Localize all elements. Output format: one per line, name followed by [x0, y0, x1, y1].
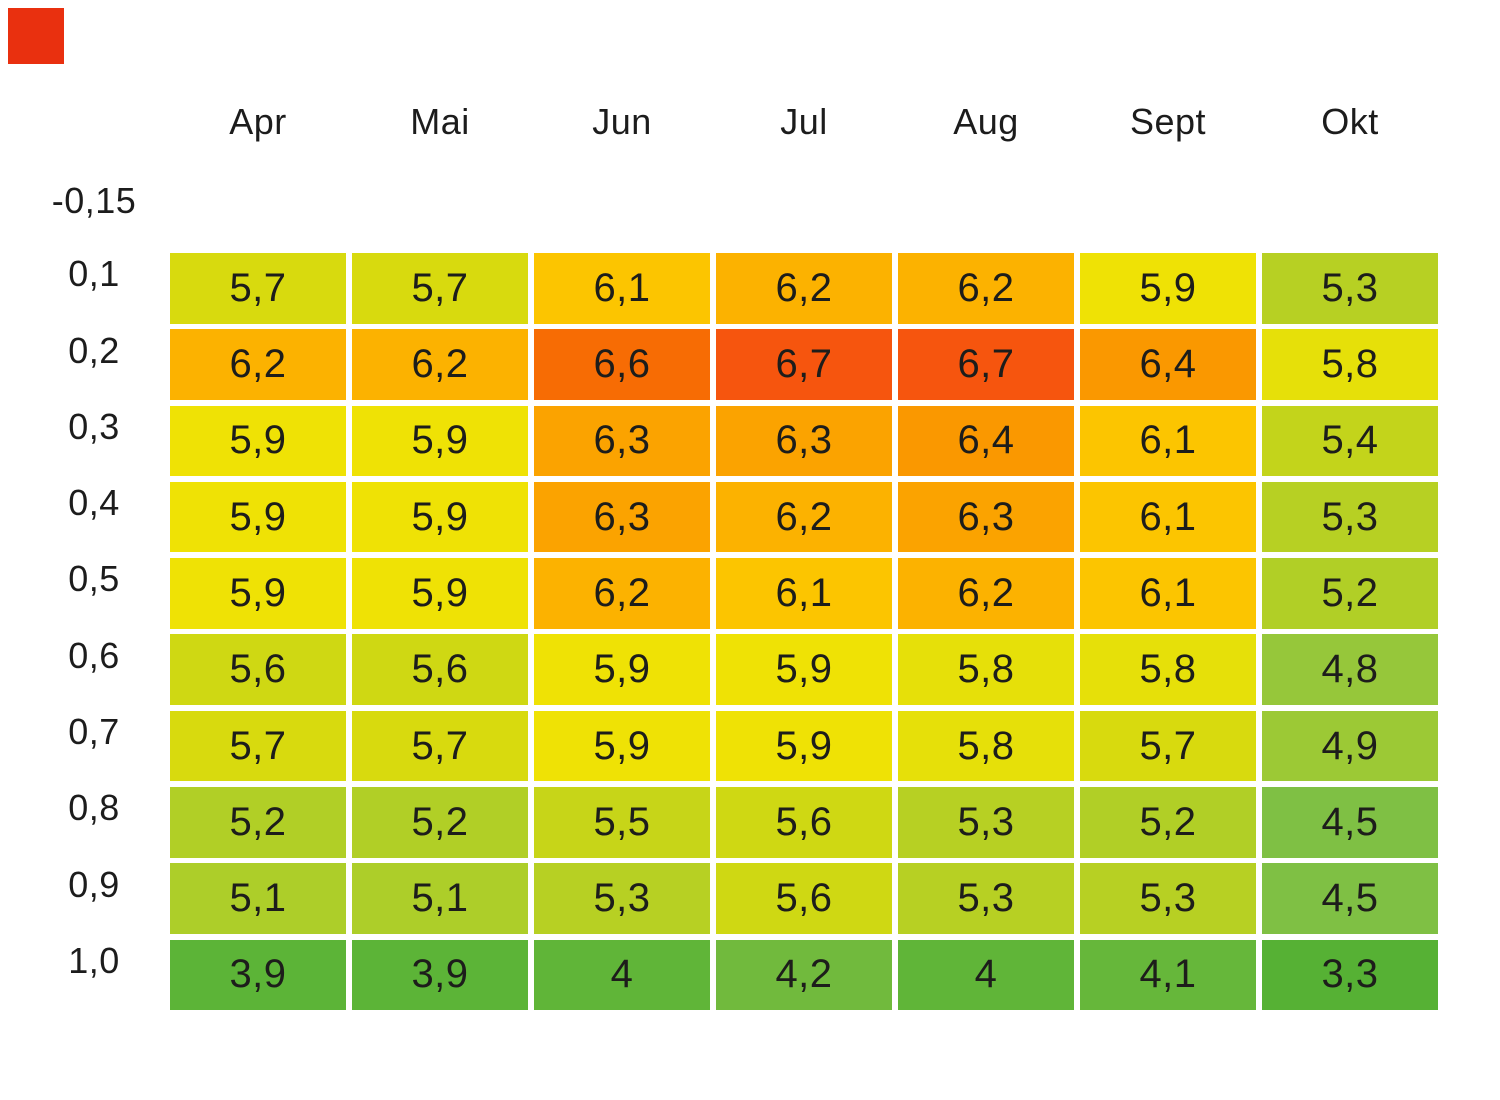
heatmap-cell-mai-0_4: 5,9: [352, 481, 528, 553]
heatmap-cell-sept-0_3: 6,1: [1080, 405, 1256, 477]
heatmap-cell-aug-0_7: 5,8: [898, 710, 1074, 782]
row-label-1_0: 1,0: [68, 939, 120, 981]
heatmap-cell-mai-0_8: 5,2: [352, 787, 528, 858]
heatmap-cell-jul-0_8: 5,6: [716, 787, 892, 858]
heatmap-cell-aug-0_5: 6,2: [898, 558, 1074, 629]
heatmap-cell-jul-0_1: 6,2: [716, 253, 892, 324]
column-header-aug: Aug: [953, 101, 1019, 142]
heatmap-cell-okt-0_1: 5,3: [1262, 253, 1438, 324]
heatmap-cell-okt-1_0: 3,3: [1262, 939, 1438, 1011]
heatmap-cell-aug-1_0: 4: [898, 939, 1074, 1011]
corner-red-mark: [8, 8, 64, 64]
row-label-0_7: 0,7: [68, 711, 120, 753]
heatmap-cell-sept-0_1: 5,9: [1080, 253, 1256, 324]
heatmap-cell-jul-0_5: 6,1: [716, 558, 892, 629]
column-header-jul: Jul: [780, 101, 828, 142]
heatmap-cell-okt-0_7: 4,9: [1262, 710, 1438, 782]
heatmap-cell-aug-0_4: 6,3: [898, 481, 1074, 553]
heatmap-cell-apr-0_4: 5,9: [170, 481, 346, 553]
row-label-0_2: 0,2: [68, 329, 120, 371]
heatmap-cell-aug-0_1: 6,2: [898, 253, 1074, 324]
heatmap-cell-apr-0_6: 5,6: [170, 634, 346, 705]
row-axis-label-top: -0,15: [51, 180, 137, 221]
heatmap-cell-jun-0_5: 6,2: [534, 558, 710, 629]
heatmap-cell-sept-0_8: 5,2: [1080, 787, 1256, 858]
heatmap-cell-jun-0_9: 5,3: [534, 863, 710, 934]
row-label-0_4: 0,4: [68, 482, 120, 524]
column-header-sept: Sept: [1129, 101, 1207, 142]
heatmap-cell-sept-0_5: 6,1: [1080, 558, 1256, 629]
heatmap-cell-okt-0_9: 4,5: [1262, 863, 1438, 934]
row-label-0_5: 0,5: [68, 558, 120, 600]
heatmap-cell-mai-0_5: 5,9: [352, 558, 528, 629]
heatmap-cell-okt-0_5: 5,2: [1262, 558, 1438, 629]
heatmap-cell-jul-0_6: 5,9: [716, 634, 892, 705]
heatmap-cell-apr-0_8: 5,2: [170, 787, 346, 858]
heatmap-cell-aug-0_8: 5,3: [898, 787, 1074, 858]
heatmap-cell-jul-0_3: 6,3: [716, 405, 892, 477]
heatmap-cell-sept-0_7: 5,7: [1080, 710, 1256, 782]
heatmap-cell-apr-0_5: 5,9: [170, 558, 346, 629]
heatmap-cell-apr-1_0: 3,9: [170, 939, 346, 1011]
row-label-0_8: 0,8: [68, 787, 120, 829]
heatmap-cell-okt-0_6: 4,8: [1262, 634, 1438, 705]
heatmap-cell-mai-0_6: 5,6: [352, 634, 528, 705]
month-column-headers: Apr Mai Jun Jul Aug Sept Okt: [170, 96, 1438, 148]
heatmap-cell-aug-0_2: 6,7: [898, 329, 1074, 400]
heatmap-cell-jul-0_7: 5,9: [716, 710, 892, 782]
heatmap-cell-mai-0_9: 5,1: [352, 863, 528, 934]
heatmap-cell-jun-0_3: 6,3: [534, 405, 710, 477]
heatmap-cell-jun-0_2: 6,6: [534, 329, 710, 400]
heatmap-cell-apr-0_3: 5,9: [170, 405, 346, 477]
heatmap-cell-sept-0_2: 6,4: [1080, 329, 1256, 400]
heatmap-cell-jun-0_1: 6,1: [534, 253, 710, 324]
heatmap-cell-apr-0_7: 5,7: [170, 710, 346, 782]
row-axis-labels: -0,15 0,1 0,2 0,3 0,4 0,5 0,6 0,7 0,8 0,9 1,0: [18, 0, 170, 1100]
row-label-0_1: 0,1: [68, 253, 120, 295]
heatmap-cell-jun-0_4: 6,3: [534, 481, 710, 553]
heatmap-cell-okt-0_8: 4,5: [1262, 787, 1438, 858]
column-header-okt: Okt: [1321, 101, 1379, 142]
heatmap-cell-jun-0_8: 5,5: [534, 787, 710, 858]
heatmap-cell-jul-1_0: 4,2: [716, 939, 892, 1011]
heatmap-cell-mai-0_1: 5,7: [352, 253, 528, 324]
heatmap-cell-mai-0_7: 5,7: [352, 710, 528, 782]
heatmap-cell-apr-0_9: 5,1: [170, 863, 346, 934]
heatmap-cell-jul-0_4: 6,2: [716, 481, 892, 553]
heatmap-cell-mai-1_0: 3,9: [352, 939, 528, 1011]
heatmap-cell-apr-0_1: 5,7: [170, 253, 346, 324]
heatmap-cell-jun-0_6: 5,9: [534, 634, 710, 705]
heatmap-cell-sept-0_6: 5,8: [1080, 634, 1256, 705]
heatmap-cell-aug-0_9: 5,3: [898, 863, 1074, 934]
heatmap-cell-aug-0_3: 6,4: [898, 405, 1074, 477]
heatmap-cell-jul-0_9: 5,6: [716, 863, 892, 934]
heatmap-cell-aug-0_6: 5,8: [898, 634, 1074, 705]
heatmap-cell-jul-0_2: 6,7: [716, 329, 892, 400]
heatmap-cell-mai-0_3: 5,9: [352, 405, 528, 477]
row-label-0_9: 0,9: [68, 863, 120, 905]
heatmap-cell-sept-1_0: 4,1: [1080, 939, 1256, 1011]
heatmap-cell-okt-0_3: 5,4: [1262, 405, 1438, 477]
heatmap-cell-jun-1_0: 4: [534, 939, 710, 1011]
row-label-0_6: 0,6: [68, 634, 120, 676]
heatmap-cell-sept-0_9: 5,3: [1080, 863, 1256, 934]
heatmap-cell-mai-0_2: 6,2: [352, 329, 528, 400]
column-header-mai: Mai: [410, 101, 470, 142]
heatmap-cell-okt-0_2: 5,8: [1262, 329, 1438, 400]
heatmap-cell-jun-0_7: 5,9: [534, 710, 710, 782]
heatmap-cell-apr-0_2: 6,2: [170, 329, 346, 400]
heatmap-grid: 5,7 5,7 6,1 6,2 6,2 5,9 5,3 6,2 6,2 6,6 6,7 6,7 6,4 5…: [170, 253, 1438, 1011]
heatmap-cell-okt-0_4: 5,3: [1262, 481, 1438, 553]
column-header-apr: Apr: [229, 101, 287, 142]
column-header-jun: Jun: [592, 101, 652, 142]
row-label-0_3: 0,3: [68, 405, 120, 447]
heatmap-cell-sept-0_4: 6,1: [1080, 481, 1256, 553]
